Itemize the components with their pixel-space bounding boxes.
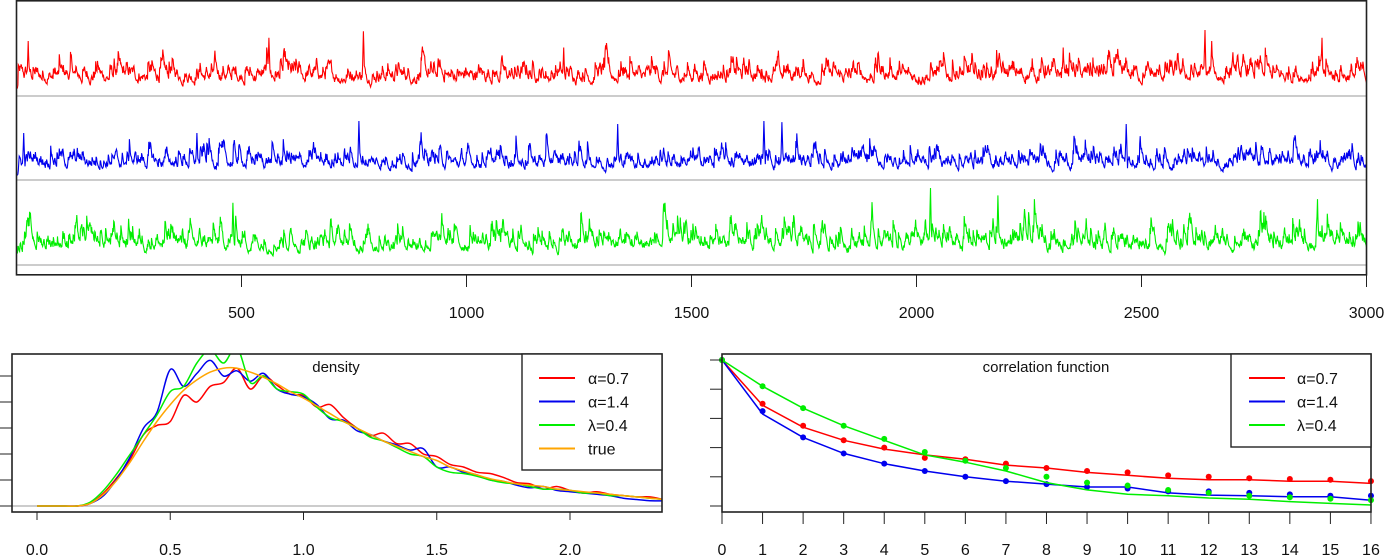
series-line-red (16, 29, 1367, 89)
density-title: density (312, 359, 360, 376)
acf-point-green (1084, 479, 1091, 486)
acf-point-green (800, 405, 807, 412)
series-line-blue (16, 120, 1367, 176)
x-tick-label: 0 (718, 542, 727, 555)
x-tick-label: 14 (1281, 542, 1299, 555)
acf-point-red (1205, 473, 1212, 480)
acf-point-blue (921, 467, 928, 474)
acf-point-green (881, 435, 888, 442)
density-line-orange (37, 366, 662, 507)
x-tick-label: 0.5 (159, 542, 181, 555)
acf-point-red (1246, 475, 1253, 482)
acf-point-green (1327, 495, 1334, 502)
x-tick-label: 1.5 (426, 542, 448, 555)
acf-point-green (840, 422, 847, 429)
legend-label: λ=0.4 (588, 418, 628, 435)
acf-point-green (1246, 492, 1253, 499)
acf-point-green (921, 448, 928, 455)
acf-point-green (1002, 465, 1009, 472)
x-tick-label: 1 (758, 542, 767, 555)
x-tick-label: 7 (1001, 542, 1010, 555)
x-tick-label: 16 (1362, 542, 1380, 555)
acf-point-green (1043, 473, 1050, 480)
plot-frame (15, 0, 1368, 276)
acf-point-blue (759, 408, 766, 415)
x-tick-label: 1500 (674, 305, 710, 322)
x-tick-label: 8 (1042, 542, 1051, 555)
acf-point-red (881, 444, 888, 451)
acf-line-green (722, 359, 1371, 506)
x-tick-label: 12 (1200, 542, 1218, 555)
acf-point-red (800, 422, 807, 429)
acf-point-red (921, 454, 928, 461)
legend-label: α=1.4 (1297, 395, 1338, 412)
x-tick-label: 3000 (1349, 305, 1385, 322)
x-tick-label: 2 (799, 542, 808, 555)
acf-point-green (759, 383, 766, 390)
acf-point-red (1043, 465, 1050, 472)
acf-point-red (1002, 460, 1009, 467)
acf-point-red (840, 437, 847, 444)
x-tick-label: 10 (1119, 542, 1137, 555)
legend-label: true (588, 442, 616, 459)
x-tick-label: 13 (1240, 542, 1258, 555)
x-tick-label: 5 (920, 542, 929, 555)
acf-point-green (1124, 482, 1131, 489)
x-tick-label: 500 (228, 305, 255, 322)
legend-label: α=0.7 (1297, 371, 1338, 388)
x-tick-label: 4 (880, 542, 889, 555)
x-tick-label: 1000 (449, 305, 485, 322)
x-tick-label: 2.0 (559, 542, 581, 555)
acf-point-red (1327, 476, 1334, 483)
acf-point-blue (881, 460, 888, 467)
acf-point-blue (962, 473, 969, 480)
acf-point-green (1165, 486, 1172, 493)
legend: α=0.7 α=1.4 λ=0.4 (1230, 353, 1372, 448)
legend-box (521, 353, 663, 471)
x-tick-label: 15 (1322, 542, 1340, 555)
x-tick-label: 2500 (1124, 305, 1160, 322)
acf-point-red (1286, 475, 1293, 482)
time-series-panel: 500 1000 1500 2000 2500 3000 (15, 0, 1385, 322)
acf-point-green (1205, 489, 1212, 496)
correlation-title: correlation function (983, 359, 1110, 376)
acf-point-blue (1084, 484, 1091, 491)
density-panel: density 0.0 0.5 1.0 1.5 2.0 α=0.7 α=1.4 λ=0.4 tr… (0, 353, 663, 555)
x-tick-label: 6 (961, 542, 970, 555)
series-line-green (16, 187, 1367, 258)
x-tick-label: 3 (839, 542, 848, 555)
acf-point-red (1165, 472, 1172, 479)
correlation-panel: correlation function 0 1 2 3 4 5 6 7 8 9 10 11 12 13 1… (710, 353, 1380, 555)
legend-label: α=0.7 (588, 371, 629, 388)
acf-point-blue (1002, 478, 1009, 485)
acf-point-red (1124, 469, 1131, 476)
legend-label: α=1.4 (588, 395, 629, 412)
acf-point-red (1084, 467, 1091, 474)
acf-point-blue (800, 434, 807, 441)
legend: α=0.7 α=1.4 λ=0.4 true (521, 353, 663, 471)
acf-point-red (759, 400, 766, 407)
x-tick-label: 0.0 (26, 542, 48, 555)
x-tick-label: 11 (1160, 542, 1177, 555)
acf-point-green (962, 457, 969, 464)
x-tick-label: 2000 (899, 305, 935, 322)
acf-point-green (1286, 494, 1293, 501)
x-tick-label: 1.0 (292, 542, 314, 555)
x-tick-label: 9 (1083, 542, 1092, 555)
legend-label: λ=0.4 (1297, 418, 1337, 435)
acf-point-blue (840, 450, 847, 457)
